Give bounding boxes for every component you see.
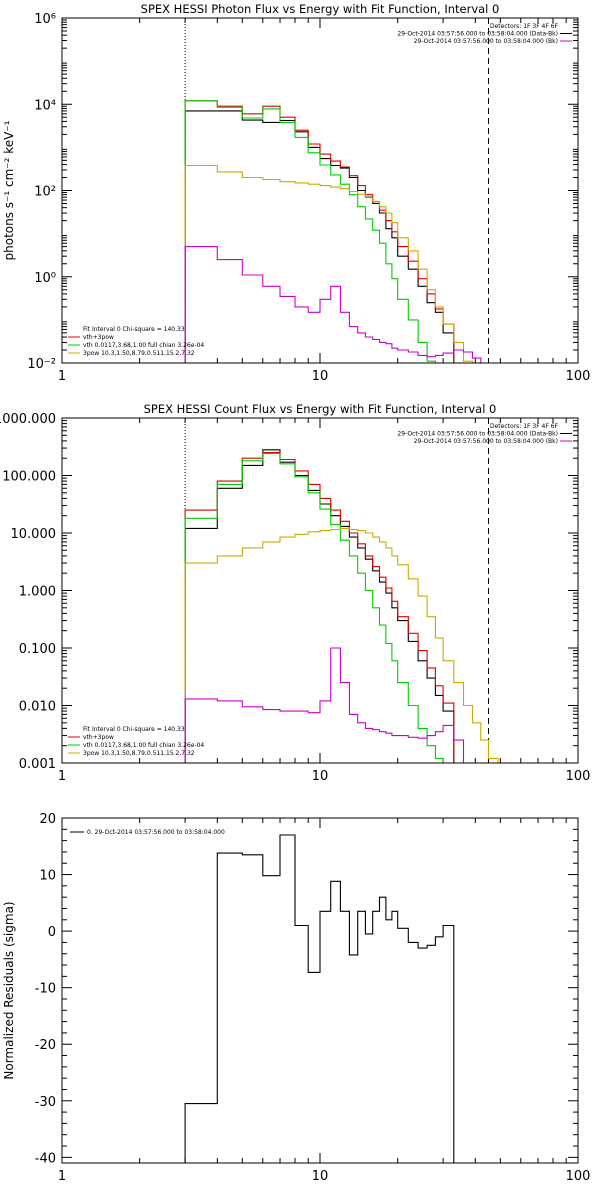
y-tick-label: 10.000 bbox=[11, 527, 57, 542]
legend-entry: Detectors: 1F 3F 4F 6F bbox=[490, 423, 559, 430]
x-tick-label: 10 bbox=[312, 1169, 329, 1184]
plot-frame bbox=[61, 417, 579, 764]
legend-entry: 3pow 10.3,1.50,8.79,0.511,15.2,7.32 bbox=[83, 750, 195, 757]
legend-entry: vth 0.0117,3.68,1.00 full chian 3.26e-04 bbox=[83, 342, 204, 349]
series-line-1 bbox=[184, 834, 455, 1163]
y-tick-label: 10⁰ bbox=[34, 271, 56, 286]
plot-frame bbox=[61, 817, 579, 1164]
y-tick-label: 10⁶ bbox=[34, 12, 56, 27]
y-tick-label: 100.000 bbox=[2, 470, 56, 485]
legend-entry: Fit Interval 0 Chi-square = 140.33 bbox=[83, 326, 185, 333]
series-line-3 bbox=[184, 100, 455, 363]
legend-entry: 0. 29-Oct-2014 03:57:56.000 to 03:58:04.… bbox=[87, 829, 225, 836]
x-tick-label: 10 bbox=[312, 369, 329, 384]
plot-frame bbox=[61, 17, 579, 364]
series-line-2 bbox=[184, 100, 455, 363]
y-tick-label: 0.010 bbox=[19, 700, 56, 715]
y-tick-label: 10 bbox=[39, 869, 56, 884]
y-axis-label: Normalized Residuals (sigma) bbox=[2, 901, 16, 1079]
legend-entry: Detectors: 1F 3F 4F 6F bbox=[490, 23, 559, 30]
y-tick-label: -20 bbox=[35, 1038, 56, 1053]
legend-entry: 29-Oct-2014 03:57:56.000 to 03:58:04.000… bbox=[414, 438, 558, 445]
x-tick-label: 100 bbox=[566, 769, 591, 784]
x-tick-label: 1 bbox=[58, 1169, 66, 1184]
y-tick-label: 20 bbox=[39, 812, 56, 827]
y-tick-label: 10⁻² bbox=[27, 357, 56, 372]
x-tick-label: 100 bbox=[566, 1169, 591, 1184]
series-line-4 bbox=[184, 527, 499, 763]
series-line-4 bbox=[184, 164, 482, 363]
x-tick-label: 100 bbox=[566, 369, 591, 384]
y-tick-label: -40 bbox=[35, 1151, 56, 1166]
chart-title: SPEX HESSI Count Flux vs Energy with Fit… bbox=[144, 402, 497, 416]
legend-entry: 29-Oct-2014 03:57:56.000 to 03:58:04.000… bbox=[397, 31, 558, 38]
chart-title: SPEX HESSI Photon Flux vs Energy with Fi… bbox=[141, 2, 500, 16]
y-tick-label: 0.001 bbox=[19, 757, 56, 772]
y-tick-label: 1000.000 bbox=[0, 412, 56, 427]
legend-entry: 29-Oct-2014 03:57:56.000 to 03:58:04.000… bbox=[414, 38, 558, 45]
chart-panel-1: SPEX HESSI Photon Flux vs Energy with Fi… bbox=[2, 2, 590, 384]
legend-entry: Fit Interval 0 Chi-square = 140.33 bbox=[83, 726, 185, 733]
x-tick-label: 1 bbox=[58, 369, 66, 384]
y-tick-label: 0.100 bbox=[19, 642, 56, 657]
x-tick-label: 10 bbox=[312, 769, 329, 784]
legend-entry: 29-Oct-2014 03:57:56.000 to 03:58:04.000… bbox=[397, 431, 558, 438]
chart-panel-3: Normalized Residuals (sigma)1 10 10020100-… bbox=[2, 812, 590, 1184]
x-tick-label: 1 bbox=[58, 769, 66, 784]
y-tick-label: -10 bbox=[35, 982, 56, 997]
y-tick-label: 0 bbox=[48, 925, 56, 940]
legend-entry: vth+3pow bbox=[83, 734, 114, 741]
legend-entry: vth 0.0117,3.68,1.00 full chian 3.26e-04 bbox=[83, 742, 204, 749]
y-tick-label: 1.000 bbox=[19, 585, 56, 600]
y-tick-label: 10² bbox=[34, 185, 56, 200]
series-line-5 bbox=[184, 246, 489, 363]
series-line-1 bbox=[184, 449, 455, 763]
y-tick-label: 10⁴ bbox=[34, 98, 56, 113]
series-line-5 bbox=[184, 647, 474, 763]
y-axis-label: photons s⁻¹ cm⁻² keV⁻¹ bbox=[2, 120, 16, 260]
series-line-2 bbox=[184, 452, 455, 763]
chart-panel-2: SPEX HESSI Count Flux vs Energy with Fit… bbox=[0, 402, 590, 784]
legend-entry: vth+3pow bbox=[83, 334, 114, 341]
y-tick-label: -30 bbox=[35, 1095, 56, 1110]
legend-entry: 3pow 10.3,1.50,8.79,0.511,15.2,7.32 bbox=[83, 350, 195, 357]
series-line-3 bbox=[184, 453, 444, 763]
